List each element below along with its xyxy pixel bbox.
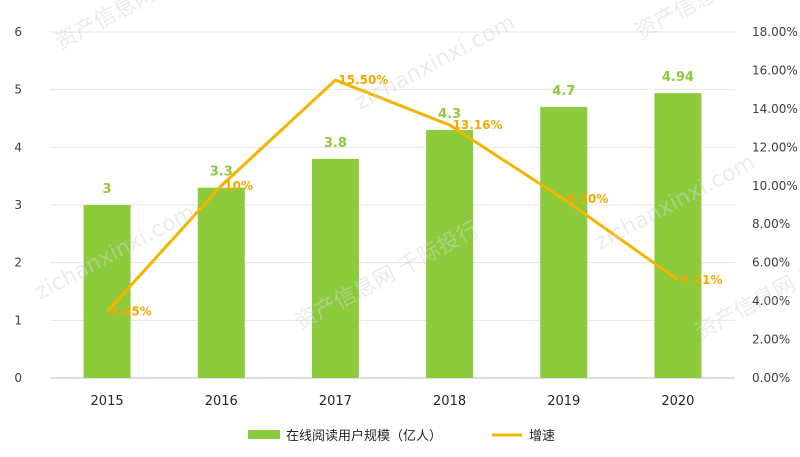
- x-tick-label: 2019: [547, 394, 580, 409]
- legend-swatch-bar: [248, 430, 280, 439]
- bar-series: [83, 93, 702, 379]
- right-tick-label: 18.00%: [752, 25, 798, 39]
- x-tick-label: 2018: [433, 394, 466, 409]
- right-tick-label: 12.00%: [752, 140, 798, 154]
- bar-data-label: 4.94: [662, 70, 694, 85]
- x-tick-label: 2016: [205, 394, 238, 409]
- bar-data-label: 3.8: [324, 136, 347, 151]
- x-tick-label: 2017: [319, 394, 352, 409]
- line-data-label: 10%: [224, 179, 253, 193]
- bar: [426, 130, 474, 378]
- right-tick-label: 2.00%: [752, 333, 790, 347]
- line-data-label: 13.16%: [453, 118, 503, 132]
- right-tick-label: 16.00%: [752, 63, 798, 77]
- line-data-label: 3.45%: [110, 305, 152, 319]
- right-tick-label: 0.00%: [752, 371, 790, 385]
- line-data-label: 9.30%: [567, 192, 609, 206]
- right-axis-ticks: 0.00% 2.00% 4.00% 6.00% 8.00% 10.00% 12.00% 14.…: [752, 25, 798, 385]
- line-data-label: 15.50%: [338, 73, 388, 87]
- line-data-label: 5.11%: [681, 273, 723, 287]
- right-tick-label: 8.00%: [752, 217, 790, 231]
- left-tick-label: 4: [14, 140, 22, 154]
- bar: [197, 187, 245, 378]
- legend: 在线阅读用户规模（亿人） 增速: [248, 428, 555, 444]
- bar-data-label: 4.3: [438, 107, 461, 122]
- right-tick-label: 14.00%: [752, 102, 798, 116]
- watermark-text: zichanxinxi.com: [351, 10, 519, 115]
- line-series: [105, 78, 679, 313]
- bar: [654, 93, 702, 379]
- bar: [311, 158, 359, 378]
- gridlines: [50, 31, 735, 379]
- bar-data-label: 4.7: [552, 84, 575, 99]
- left-axis-ticks: 0 1 2 3 4 5 6: [14, 25, 22, 385]
- left-tick-label: 3: [14, 198, 22, 212]
- left-tick-label: 5: [14, 83, 22, 97]
- x-tick-label: 2015: [91, 394, 124, 409]
- left-tick-label: 1: [14, 313, 22, 327]
- bar: [83, 205, 131, 378]
- right-tick-label: 4.00%: [752, 294, 790, 308]
- right-tick-label: 6.00%: [752, 256, 790, 270]
- right-tick-label: 10.00%: [752, 179, 798, 193]
- x-axis-ticks: 2015 2016 2017 2018 2019 2020: [91, 394, 695, 409]
- x-tick-label: 2020: [661, 394, 694, 409]
- bar: [540, 106, 588, 378]
- watermark-text: 资产信息网 千际投行: [51, 0, 244, 55]
- left-tick-label: 2: [14, 256, 22, 270]
- left-tick-label: 6: [14, 25, 22, 39]
- legend-label-line: 增速: [529, 429, 555, 444]
- left-tick-label: 0: [14, 371, 22, 385]
- data-labels: 3 3.3 3.8 4.3 4.7 4.94 3.45% 10% 15.50% 13.16% 9.3…: [103, 70, 723, 319]
- legend-label-bar: 在线阅读用户规模（亿人）: [286, 428, 442, 444]
- bar-data-label: 3: [103, 182, 112, 197]
- growth-line: [105, 78, 679, 313]
- bar-data-label: 3.3: [210, 165, 233, 180]
